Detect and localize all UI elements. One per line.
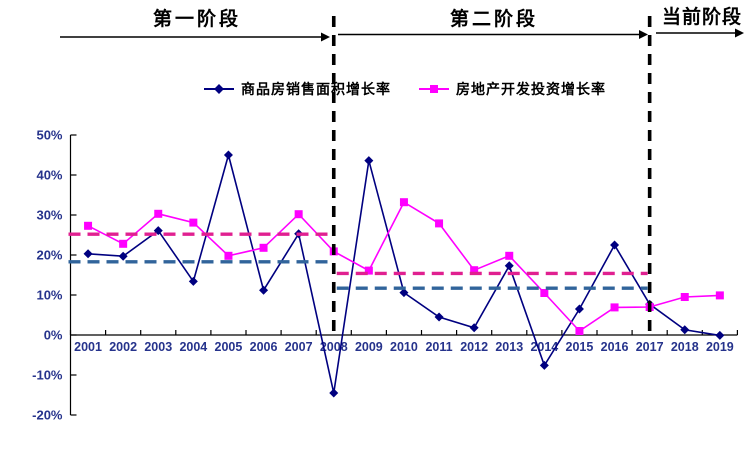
x-axis-year-label: 2009 — [355, 340, 383, 354]
investment-data-point — [399, 198, 408, 207]
sales-data-point — [399, 288, 409, 298]
y-axis-tick-label: 20% — [36, 248, 62, 263]
sales-series-line — [87, 151, 720, 394]
sales-data-point — [504, 261, 514, 271]
phase-2-label: 第二阶段 — [449, 9, 539, 30]
x-axis-year-label: 2011 — [425, 340, 452, 354]
sales-data-point — [539, 360, 549, 370]
x-axis-year-label: 2010 — [390, 340, 418, 354]
x-axis-year-label: 2002 — [109, 340, 137, 354]
x-axis-year-label: 2019 — [706, 340, 734, 354]
x-axis-year-label: 2012 — [460, 340, 488, 354]
current-phase-label: 当前阶段 — [661, 7, 743, 28]
legend-item-sales: 商品房销售面积增长率 — [204, 79, 391, 99]
sales-data-point — [294, 229, 304, 239]
y-axis-tick-label: 0% — [44, 328, 63, 343]
sales-data-point — [610, 240, 620, 250]
investment-series-line — [87, 201, 720, 333]
sales-data-point — [574, 304, 584, 314]
y-axis-tick-label: -20% — [32, 408, 63, 423]
investment-data-point — [224, 251, 233, 260]
x-axis-year-label: 2006 — [250, 340, 278, 354]
x-axis-year-label: 2017 — [636, 340, 664, 354]
investment-data-point — [680, 293, 689, 301]
x-axis-year-label: 2005 — [215, 340, 243, 354]
sales-data-point — [680, 325, 690, 335]
investment-data-point — [84, 221, 93, 230]
y-axis-tick-label: 10% — [36, 288, 62, 303]
x-axis-year-label: 2016 — [601, 340, 629, 354]
sales-line-diamond-icon — [204, 84, 234, 94]
x-axis-year-label: 2004 — [179, 340, 207, 354]
investment-data-point — [540, 289, 549, 297]
sales-data-point — [153, 226, 163, 236]
phase-1-label: 第一阶段 — [152, 9, 242, 30]
legend-item-investment: 房地产开发投资增长率 — [419, 79, 606, 99]
investment-line-square-icon — [419, 85, 449, 93]
sales-data-point — [223, 150, 233, 160]
phase-arrow-head — [735, 28, 744, 38]
investment-data-point — [294, 210, 303, 219]
investment-data-point — [435, 219, 444, 228]
x-axis-year-label: 2018 — [671, 340, 699, 354]
investment-data-point — [610, 303, 619, 312]
sales-data-point — [645, 299, 655, 309]
investment-data-point — [189, 218, 198, 227]
investment-data-point — [364, 266, 373, 275]
y-axis-tick-label: -10% — [32, 368, 63, 383]
sales-data-point — [118, 251, 128, 261]
x-axis-year-label: 2003 — [144, 340, 172, 354]
x-axis-year-label: 2008 — [320, 340, 348, 354]
legend-label-investment: 房地产开发投资增长率 — [456, 81, 606, 97]
sales-data-point — [715, 330, 725, 340]
x-axis-year-label: 2013 — [495, 340, 523, 354]
x-axis-year-label: 2014 — [530, 340, 558, 354]
phase-arrow-head — [321, 32, 330, 42]
investment-data-point — [329, 247, 338, 256]
investment-data-point — [715, 291, 724, 300]
investment-data-point — [119, 239, 128, 248]
investment-data-point — [575, 327, 584, 335]
y-axis-tick-label: 30% — [36, 208, 62, 223]
x-axis-year-label: 2007 — [285, 340, 313, 354]
x-axis-year-label: 2015 — [566, 340, 594, 354]
investment-data-point — [645, 303, 654, 311]
sales-data-point — [434, 312, 444, 322]
phase-arrow-head — [639, 30, 648, 39]
legend-label-sales: 商品房销售面积增长率 — [241, 81, 391, 97]
investment-data-point — [470, 266, 479, 275]
sales-data-point — [259, 285, 269, 295]
y-axis-tick-label: 40% — [36, 168, 62, 183]
x-axis-year-label: 2001 — [74, 340, 102, 354]
sales-data-point — [469, 323, 479, 333]
sales-data-point — [188, 276, 198, 286]
sales-data-point — [364, 156, 374, 166]
investment-data-point — [505, 251, 514, 260]
y-axis-tick-label: 50% — [36, 128, 62, 143]
chart-legend: 商品房销售面积增长率 房地产开发投资增长率 — [204, 79, 606, 99]
investment-data-point — [154, 209, 163, 218]
sales-data-point — [329, 388, 339, 398]
investment-data-point — [259, 243, 268, 252]
sales-data-point — [83, 249, 93, 259]
